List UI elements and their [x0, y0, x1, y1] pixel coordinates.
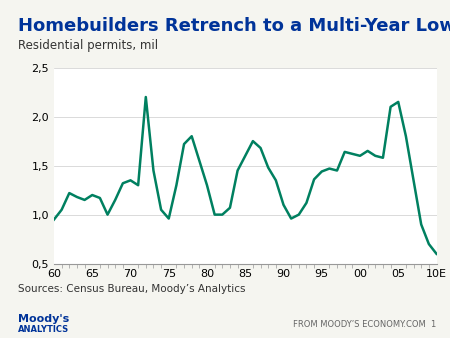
Text: Residential permits, mil: Residential permits, mil: [18, 40, 158, 52]
Text: Sources: Census Bureau, Moody’s Analytics: Sources: Census Bureau, Moody’s Analytic…: [18, 284, 246, 294]
Text: ANALYTICS: ANALYTICS: [18, 325, 69, 334]
Text: Moody's: Moody's: [18, 314, 69, 324]
Text: FROM MOODY’S ECONOMY.COM  1: FROM MOODY’S ECONOMY.COM 1: [293, 320, 436, 329]
Text: Homebuilders Retrench to a Multi-Year Low: Homebuilders Retrench to a Multi-Year Lo…: [18, 18, 450, 35]
